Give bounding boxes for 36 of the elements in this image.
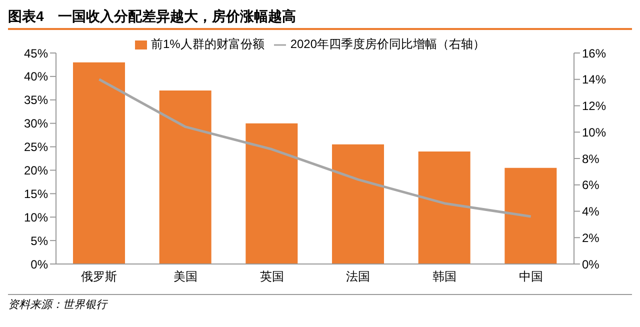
text: 资料来源：世界银行	[8, 294, 632, 312]
y2-tick-label: 4%	[582, 204, 600, 219]
x-tick-label: 法国	[346, 270, 370, 284]
y-tick-label: 5%	[30, 234, 48, 248]
bar	[418, 151, 470, 264]
line-series	[98, 78, 532, 218]
y2-tick-label: 12%	[582, 99, 606, 114]
y-tick-label: 10%	[24, 210, 48, 224]
y2-tick-label: 6%	[582, 178, 600, 192]
bar	[73, 62, 125, 264]
y-tick-label: 25%	[24, 140, 48, 154]
y2-tick-label: 8%	[582, 152, 600, 166]
y2-tick-label: 16%	[582, 46, 606, 60]
x-tick-label: 中国	[518, 270, 543, 284]
bar	[332, 144, 384, 264]
y2-tick-label: 10%	[582, 125, 606, 140]
y-tick-label: 40%	[24, 70, 48, 84]
chart-title: 图表4 一国收入分配差异越大，房价涨幅越高	[8, 8, 632, 30]
y-tick-label: 20%	[24, 163, 48, 178]
y2-tick-label: 0%	[582, 257, 600, 272]
y-tick-label: 35%	[24, 93, 48, 108]
legend-label: 前1%人群的财富份额	[150, 37, 264, 51]
y-tick-label: 45%	[24, 46, 48, 60]
x-tick-label: 英国	[260, 270, 284, 284]
bar	[504, 168, 557, 264]
y-tick-label: 30%	[24, 116, 48, 131]
legend-label: 2020年四季度房价同比增幅（右轴）	[290, 37, 486, 51]
y-tick-label: 0%	[30, 257, 48, 272]
x-tick-label: 韩国	[432, 270, 456, 284]
y-tick-label: 15%	[24, 186, 48, 201]
y2-tick-label: 2%	[582, 230, 600, 245]
x-tick-label: 俄罗斯	[81, 270, 118, 284]
bar	[246, 123, 298, 264]
x-tick-label: 美国	[174, 270, 198, 284]
y2-tick-label: 14%	[582, 72, 606, 87]
bar	[159, 90, 212, 264]
